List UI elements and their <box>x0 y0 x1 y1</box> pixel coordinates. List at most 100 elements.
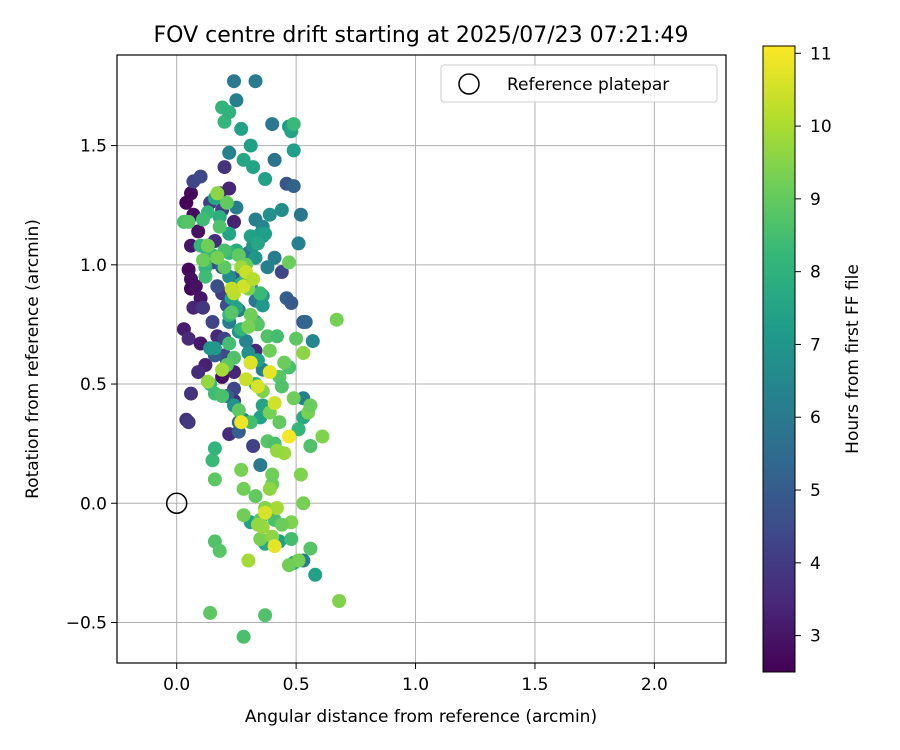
legend: Reference platepar <box>440 64 718 103</box>
scatter-point <box>196 253 210 268</box>
scatter-point <box>184 386 198 401</box>
scatter-point <box>210 186 225 201</box>
x-tick-label: 0.0 <box>163 675 190 695</box>
scatter-point <box>248 489 263 504</box>
scatter-points <box>176 74 347 644</box>
scatter-point <box>267 152 282 167</box>
scatter-point <box>253 286 268 301</box>
y-axis-ticks: −0.5 0.0 0.5 1.0 1.5 <box>66 137 117 633</box>
scatter-point <box>219 195 234 210</box>
scatter-point <box>236 481 251 496</box>
scatter-point <box>236 508 251 523</box>
reference-platepar-marker <box>165 492 188 515</box>
scatter-point <box>270 443 284 458</box>
scatter-point <box>231 248 246 263</box>
scatter-point <box>239 372 253 387</box>
scatter-point <box>270 501 284 515</box>
scatter-point <box>293 207 308 222</box>
scatter-point <box>222 145 237 160</box>
scatter-point <box>188 279 203 294</box>
scatter-point <box>282 255 296 270</box>
x-tick-label: 1.0 <box>402 675 429 695</box>
scatter-point <box>181 214 196 229</box>
scatter-point <box>262 343 277 358</box>
scatter-point <box>222 336 237 351</box>
scatter-point <box>286 143 301 158</box>
scatter-point <box>258 608 273 623</box>
scatter-point <box>231 403 246 418</box>
colorbar-tick-label: 8 <box>810 263 821 283</box>
x-axis-label: Angular distance from reference (arcmin) <box>245 707 597 727</box>
scatter-point <box>241 553 256 568</box>
scatter-point <box>186 300 201 315</box>
legend-box <box>440 64 718 103</box>
colorbar-tick-label: 10 <box>810 117 832 137</box>
scatter-point <box>291 422 306 437</box>
scatter-point <box>253 532 268 546</box>
scatter-point <box>255 298 270 313</box>
scatter-point <box>293 467 308 482</box>
y-tick-label: 1.5 <box>80 137 107 157</box>
scatter-point <box>305 334 320 349</box>
scatter-point <box>203 605 218 620</box>
scatter-point <box>200 374 215 389</box>
colorbar-tick-label: 9 <box>810 190 821 210</box>
colorbar-tick-label: 5 <box>810 481 821 501</box>
scatter-point <box>207 441 222 456</box>
scatter-point <box>196 300 210 315</box>
scatter-point <box>267 396 282 411</box>
scatter-point <box>265 117 280 132</box>
legend-reference-icon <box>458 73 480 95</box>
scatter-point <box>227 74 241 89</box>
scatter-point <box>239 334 253 349</box>
scatter-point <box>212 210 227 225</box>
scatter-point <box>217 260 232 275</box>
x-tick-label: 0.5 <box>283 675 310 695</box>
scatter-point <box>286 391 301 406</box>
scatter-point <box>248 74 263 89</box>
chart-title: FOV centre drift starting at 2025/07/23 … <box>154 23 689 48</box>
colorbar-tick-label: 6 <box>810 408 821 428</box>
scatter-point <box>215 389 230 403</box>
scatter-point <box>303 439 318 453</box>
scatter-point <box>181 415 196 430</box>
y-tick-label: 1.0 <box>80 256 107 276</box>
scatter-point <box>229 93 244 108</box>
scatter-point <box>272 415 287 430</box>
scatter-point <box>191 365 206 380</box>
plot-frame <box>116 54 727 664</box>
scatter-point <box>241 319 256 334</box>
scatter-point <box>210 250 225 265</box>
scatter-point <box>212 219 227 234</box>
colorbar-tick-label: 3 <box>810 627 821 647</box>
y-tick-label: 0.0 <box>80 494 107 514</box>
scatter-point <box>258 172 273 186</box>
scatter-point <box>246 272 261 287</box>
colorbar-tick-label: 4 <box>810 554 821 574</box>
scatter-point <box>296 346 311 360</box>
x-axis-ticks: 0.0 0.5 1.0 1.5 2.0 <box>163 663 668 695</box>
scatter-point <box>193 169 208 184</box>
scatter-point <box>234 121 249 136</box>
scatter-point <box>250 379 265 394</box>
scatter-point <box>198 269 213 284</box>
scatter-point <box>265 467 280 482</box>
scatter-point <box>184 186 198 201</box>
scatter-point <box>274 379 289 394</box>
scatter-point <box>308 567 323 582</box>
scatter-point <box>303 398 318 413</box>
scatter-point <box>215 362 230 377</box>
scatter-point <box>332 594 347 608</box>
scatter-point <box>207 472 222 487</box>
colorbar-tick-label: 7 <box>810 335 821 355</box>
scatter-point <box>234 462 249 477</box>
scatter-point <box>282 429 296 444</box>
scatter-point <box>246 160 261 175</box>
scatter-point <box>224 281 239 296</box>
scatter-point <box>205 453 220 468</box>
scatter-point <box>286 179 301 194</box>
scatter-point <box>296 496 311 511</box>
y-tick-label: −0.5 <box>66 613 107 633</box>
scatter-point <box>212 543 227 558</box>
colorbar-tick-label: 11 <box>810 44 832 64</box>
